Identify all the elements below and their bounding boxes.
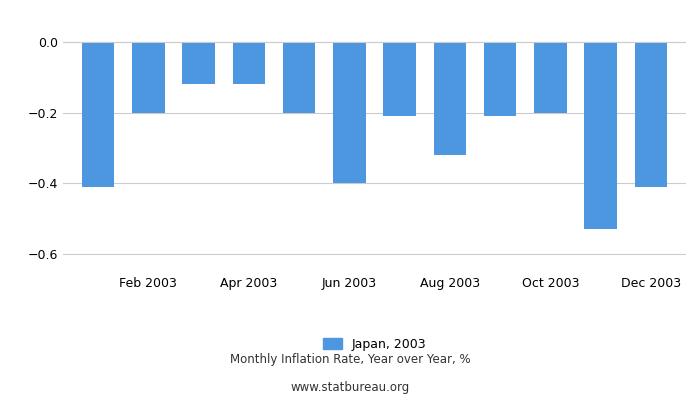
Legend: Japan, 2003: Japan, 2003 (318, 333, 431, 356)
Bar (333, 42, 365, 184)
Text: www.statbureau.org: www.statbureau.org (290, 382, 410, 394)
Bar (433, 42, 466, 155)
Bar (384, 42, 416, 116)
Bar (283, 42, 316, 112)
Bar (132, 42, 164, 112)
Bar (634, 42, 667, 187)
Bar (534, 42, 567, 112)
Bar (584, 42, 617, 230)
Bar (182, 42, 215, 84)
Bar (484, 42, 517, 116)
Text: Monthly Inflation Rate, Year over Year, %: Monthly Inflation Rate, Year over Year, … (230, 354, 470, 366)
Bar (82, 42, 115, 187)
Bar (232, 42, 265, 84)
